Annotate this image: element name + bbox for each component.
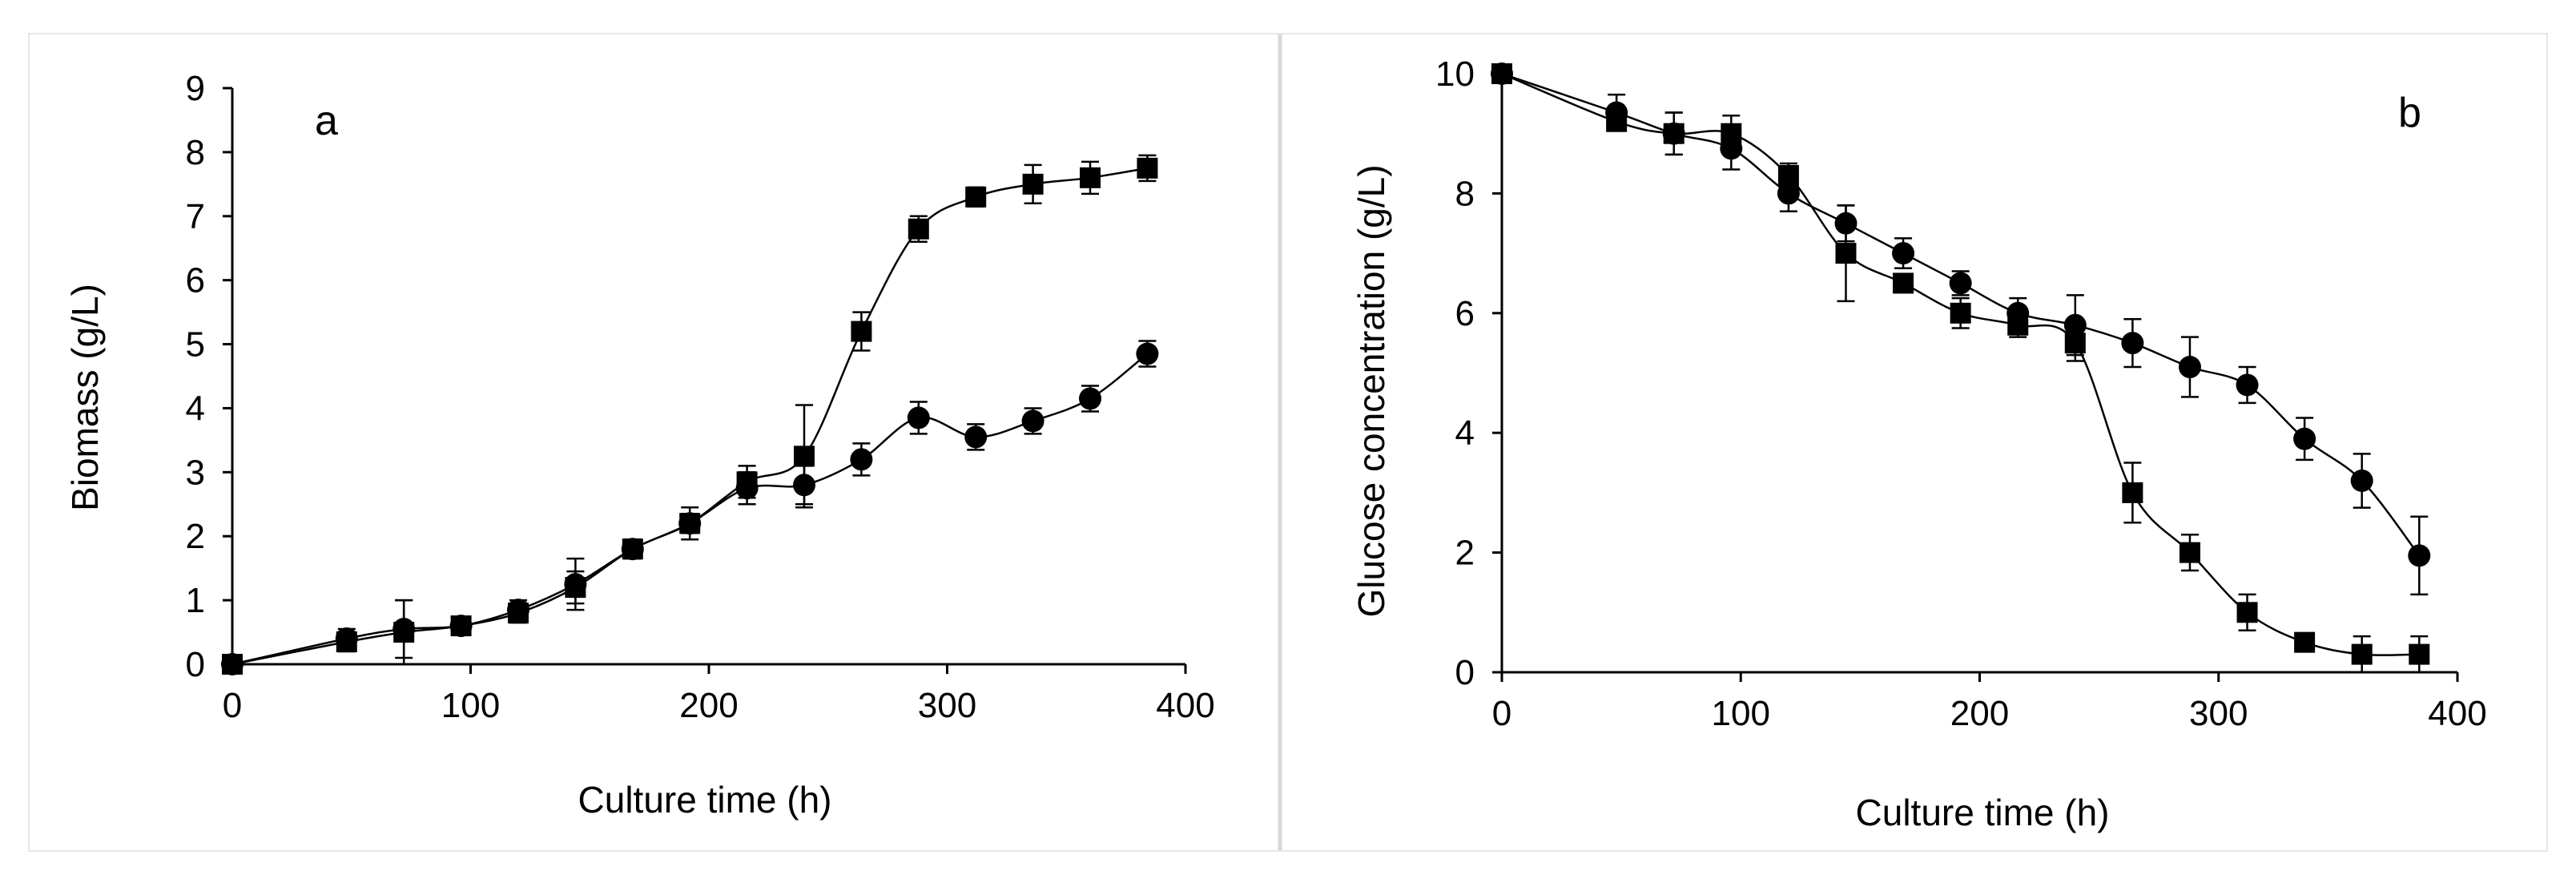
data-point-circle xyxy=(2408,544,2431,567)
series-circle-b xyxy=(1491,62,2431,596)
y-axis-b: 0 2 4 6 8 10 xyxy=(1435,54,1503,692)
chart-panel-a: a Culture time (h) Biomass (g/L) 0 100 200… xyxy=(64,69,1215,821)
data-point-circle xyxy=(335,627,358,651)
data-point-circle xyxy=(2063,313,2087,337)
y-tick-label: 10 xyxy=(1435,54,1475,94)
data-point-square xyxy=(2122,482,2143,503)
data-point-circle xyxy=(564,573,587,596)
data-point-circle xyxy=(507,599,529,622)
y-tick-label: 7 xyxy=(186,197,205,236)
data-point-circle xyxy=(1491,62,1513,85)
data-point-circle xyxy=(1021,409,1044,433)
data-point-square xyxy=(2236,602,2258,623)
y-axis-title-a: Biomass (g/L) xyxy=(64,284,106,511)
data-point-circle xyxy=(2293,427,2316,450)
series-line xyxy=(231,353,1149,666)
y-tick-label: 2 xyxy=(1455,534,1475,573)
data-point-circle xyxy=(793,474,815,497)
x-tick-label: 200 xyxy=(679,686,738,725)
y-axis-a: 0 1 2 3 4 5 6 7 8 9 xyxy=(186,69,234,684)
x-axis-title-a: Culture time (h) xyxy=(578,779,832,821)
y-tick-label: 2 xyxy=(186,517,205,556)
data-point-circle xyxy=(1605,101,1628,124)
x-axis-b: 0 100 200 300 400 xyxy=(1492,671,2487,733)
x-tick-label: 300 xyxy=(918,686,976,725)
data-point-square xyxy=(908,218,929,240)
x-tick-label: 400 xyxy=(2428,694,2486,733)
chart-panel-b: b Culture time (h) Glucose concentration… xyxy=(1350,54,2487,833)
data-point-circle xyxy=(1136,342,1159,365)
panel-label-a: a xyxy=(315,98,338,144)
data-point-square xyxy=(1893,272,1914,294)
data-point-circle xyxy=(2350,469,2373,492)
data-point-square xyxy=(965,186,987,208)
data-point-circle xyxy=(449,615,473,638)
series-line xyxy=(231,167,1148,666)
data-point-circle xyxy=(621,538,644,561)
y-tick-label: 4 xyxy=(186,389,205,428)
data-point-circle xyxy=(850,448,873,471)
data-point-circle xyxy=(2236,373,2259,397)
plot-area-b xyxy=(1491,62,2431,674)
panel-label-b: b xyxy=(2398,90,2421,136)
data-point-circle xyxy=(678,512,702,535)
data-point-square xyxy=(2351,643,2373,665)
data-point-circle xyxy=(2006,301,2030,325)
data-point-square xyxy=(2294,631,2316,653)
data-point-square xyxy=(1835,243,1857,264)
x-tick-label: 200 xyxy=(1950,694,2009,733)
data-point-square xyxy=(794,446,815,467)
data-point-square xyxy=(1137,157,1158,179)
y-tick-label: 8 xyxy=(186,133,205,172)
data-point-circle xyxy=(2121,332,2144,355)
data-point-circle xyxy=(221,653,244,675)
data-point-circle xyxy=(907,406,930,429)
y-tick-label: 5 xyxy=(186,325,205,365)
data-point-circle xyxy=(1079,387,1101,410)
data-point-circle xyxy=(1662,122,1685,145)
x-tick-label: 400 xyxy=(1156,686,1214,725)
data-point-circle xyxy=(964,425,988,449)
data-point-square xyxy=(1950,302,1971,324)
x-tick-label: 0 xyxy=(1492,694,1511,733)
data-point-square xyxy=(2409,643,2430,665)
x-tick-label: 300 xyxy=(2189,694,2248,733)
plot-area-a xyxy=(221,154,1159,675)
x-tick-label: 100 xyxy=(441,686,500,725)
x-axis-title-b: Culture time (h) xyxy=(1856,792,2110,833)
series-line xyxy=(1501,72,2420,656)
x-tick-label: 100 xyxy=(1712,694,1770,733)
data-point-circle xyxy=(735,477,759,500)
x-tick-label: 0 xyxy=(223,686,242,725)
data-point-circle xyxy=(1720,137,1743,160)
y-tick-label: 3 xyxy=(186,453,205,492)
y-tick-label: 6 xyxy=(186,261,205,300)
data-point-circle xyxy=(1949,272,1972,295)
x-axis-a: 0 100 200 300 400 xyxy=(223,663,1215,725)
data-point-square xyxy=(1022,173,1044,195)
y-tick-label: 4 xyxy=(1455,413,1475,453)
series-circle-a xyxy=(221,340,1159,675)
data-point-square xyxy=(1080,167,1101,188)
y-tick-label: 0 xyxy=(1455,653,1475,692)
y-tick-label: 0 xyxy=(186,645,205,684)
series-line xyxy=(1501,72,2421,557)
y-axis-title-b: Glucose concentration (g/L) xyxy=(1350,164,1392,617)
y-tick-label: 9 xyxy=(186,69,205,108)
data-point-circle xyxy=(392,618,416,641)
data-point-square xyxy=(851,321,872,342)
y-tick-label: 1 xyxy=(186,581,205,620)
data-point-circle xyxy=(1777,182,1800,205)
data-point-square xyxy=(2179,542,2200,563)
data-point-circle xyxy=(1892,242,1915,265)
data-point-circle xyxy=(2178,356,2201,379)
data-point-circle xyxy=(1834,212,1858,235)
y-tick-label: 8 xyxy=(1455,174,1475,213)
y-tick-label: 6 xyxy=(1455,294,1475,333)
